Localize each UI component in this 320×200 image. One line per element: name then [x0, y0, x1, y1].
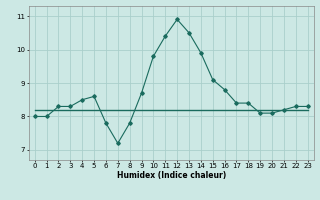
- X-axis label: Humidex (Indice chaleur): Humidex (Indice chaleur): [116, 171, 226, 180]
